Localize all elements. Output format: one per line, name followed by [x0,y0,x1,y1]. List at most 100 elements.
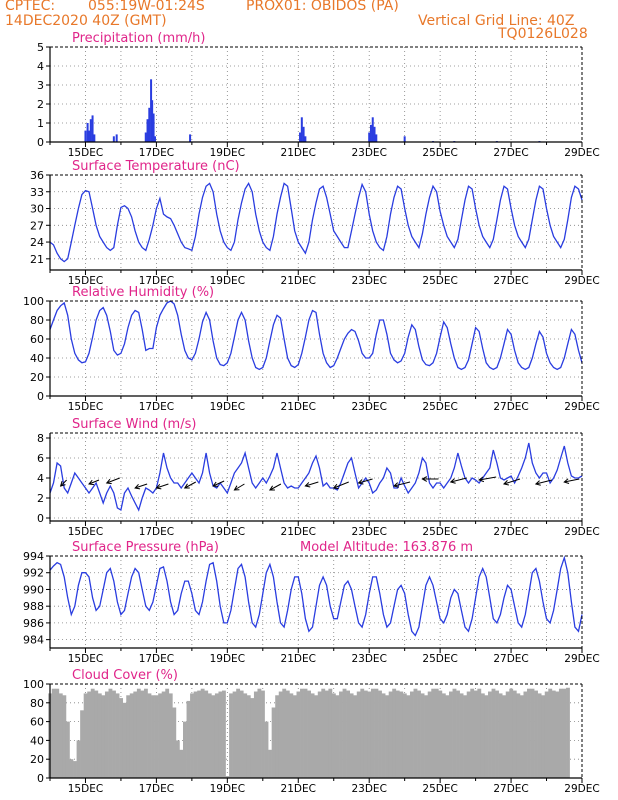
cloud-bar [183,721,187,778]
wind-arrow [358,478,373,484]
wind-arrow-head [421,476,428,482]
cloud-bar [172,707,177,778]
cloud-bar [466,691,471,778]
precip-bar [93,134,96,142]
cloud-bar [491,688,496,778]
cloud-bar [555,691,560,778]
cloud-bar [551,690,556,778]
y-tick-label: 27 [30,219,44,232]
y-tick-label: 60 [30,716,44,729]
header-run-time: 14DEC2020 40Z (GMT) [5,13,167,29]
wind-arrow [503,478,521,485]
cloud-bar [268,749,272,778]
x-tick-label: 17DEC [139,526,174,538]
y-tick-label: 36 [30,169,44,182]
cloud-bar [80,710,84,778]
x-tick-label: 19DEC [210,147,245,159]
cloud-bar [360,688,365,778]
wind-arrow [234,483,245,491]
cloud-bar [505,691,510,778]
cloud-bar [65,721,70,778]
cloud-bar [498,693,503,778]
x-tick-label: 29DEC [564,783,599,795]
cloud-bar [349,693,354,778]
precip-bar [304,136,307,142]
cloud-bar [296,691,301,778]
precip-bar [146,119,149,142]
precip-bar [302,126,305,142]
cloud-bar [69,759,74,778]
y-tick-label: 4 [37,472,44,485]
cloud-bar [62,695,67,778]
y-tick-label: 100 [23,295,44,308]
wind-arrow [333,481,349,489]
cloud-bar [477,688,482,778]
cloud-bar [395,690,400,778]
y-tick-label: 6 [37,452,44,465]
y-tick-label: 0 [37,136,44,149]
x-tick-label: 19DEC [210,653,245,665]
cloud-bar [473,690,478,778]
cloud-bar [278,691,283,778]
wind-arrow-head [563,478,570,484]
x-tick-label: 23DEC [351,783,386,795]
precip-bar [153,136,156,142]
precip-bar [375,134,378,142]
cloud-bar [136,688,141,778]
cloud-bar [409,691,414,778]
x-tick-label: 19DEC [210,526,245,538]
x-tick-label: 17DEC [139,275,174,287]
wind-arrow [212,480,225,487]
series-line [49,182,583,263]
cloud-bar [558,688,563,778]
wind-arrow-head [449,478,456,484]
y-tick-label: 40 [30,352,44,365]
wind-arrow-head [212,481,219,487]
wind-arrow [156,483,169,489]
cloud-bar [222,690,226,778]
x-tick-label: 27DEC [493,147,528,159]
x-tick-label: 25DEC [422,275,457,287]
cloud-bar [115,693,120,778]
cloud-bar [434,688,439,778]
precip-bar [373,126,376,142]
wind-arrow [479,476,497,481]
cloud-bar [537,693,542,778]
wind-arrow-head [357,479,364,485]
cloud-bar [530,688,535,778]
cloud-bar [523,691,528,778]
precip-bar [84,130,87,142]
cloud-bar [324,690,329,778]
cloud-bar [509,688,514,778]
cloud-bar [229,693,233,778]
cloud-bar [158,693,163,778]
cloud-bar [232,691,237,778]
header-coordinates: 055:19W-01:24S [88,0,205,14]
cloud-bar [239,690,244,778]
cloud-bar [328,688,333,778]
cloud-bar [314,695,319,778]
x-tick-label: 23DEC [351,526,386,538]
x-tick-label: 21DEC [281,275,316,287]
y-tick-label: 5 [37,41,44,54]
cloud-bar [331,693,336,778]
x-tick-label: 15DEC [68,275,103,287]
wind-arrow [564,478,580,483]
x-tick-label: 23DEC [351,275,386,287]
panel-title: Surface Pressure (hPa) [72,540,219,555]
y-tick-label: 60 [30,333,44,346]
cloud-bar [285,690,290,778]
y-tick-label: 21 [30,253,44,266]
cloud-bar [417,690,421,778]
precip-bar [369,124,372,142]
cloud-bar [282,688,287,778]
x-tick-label: 27DEC [493,275,528,287]
cloud-bar [90,688,95,778]
x-tick-label: 15DEC [68,526,103,538]
wind-arrow [106,477,120,484]
precip-bar [86,123,89,142]
cloud-bar [112,690,116,778]
y-tick-label: 30 [30,203,44,216]
cloud-bar [104,691,109,778]
cloud-bar [119,698,124,778]
